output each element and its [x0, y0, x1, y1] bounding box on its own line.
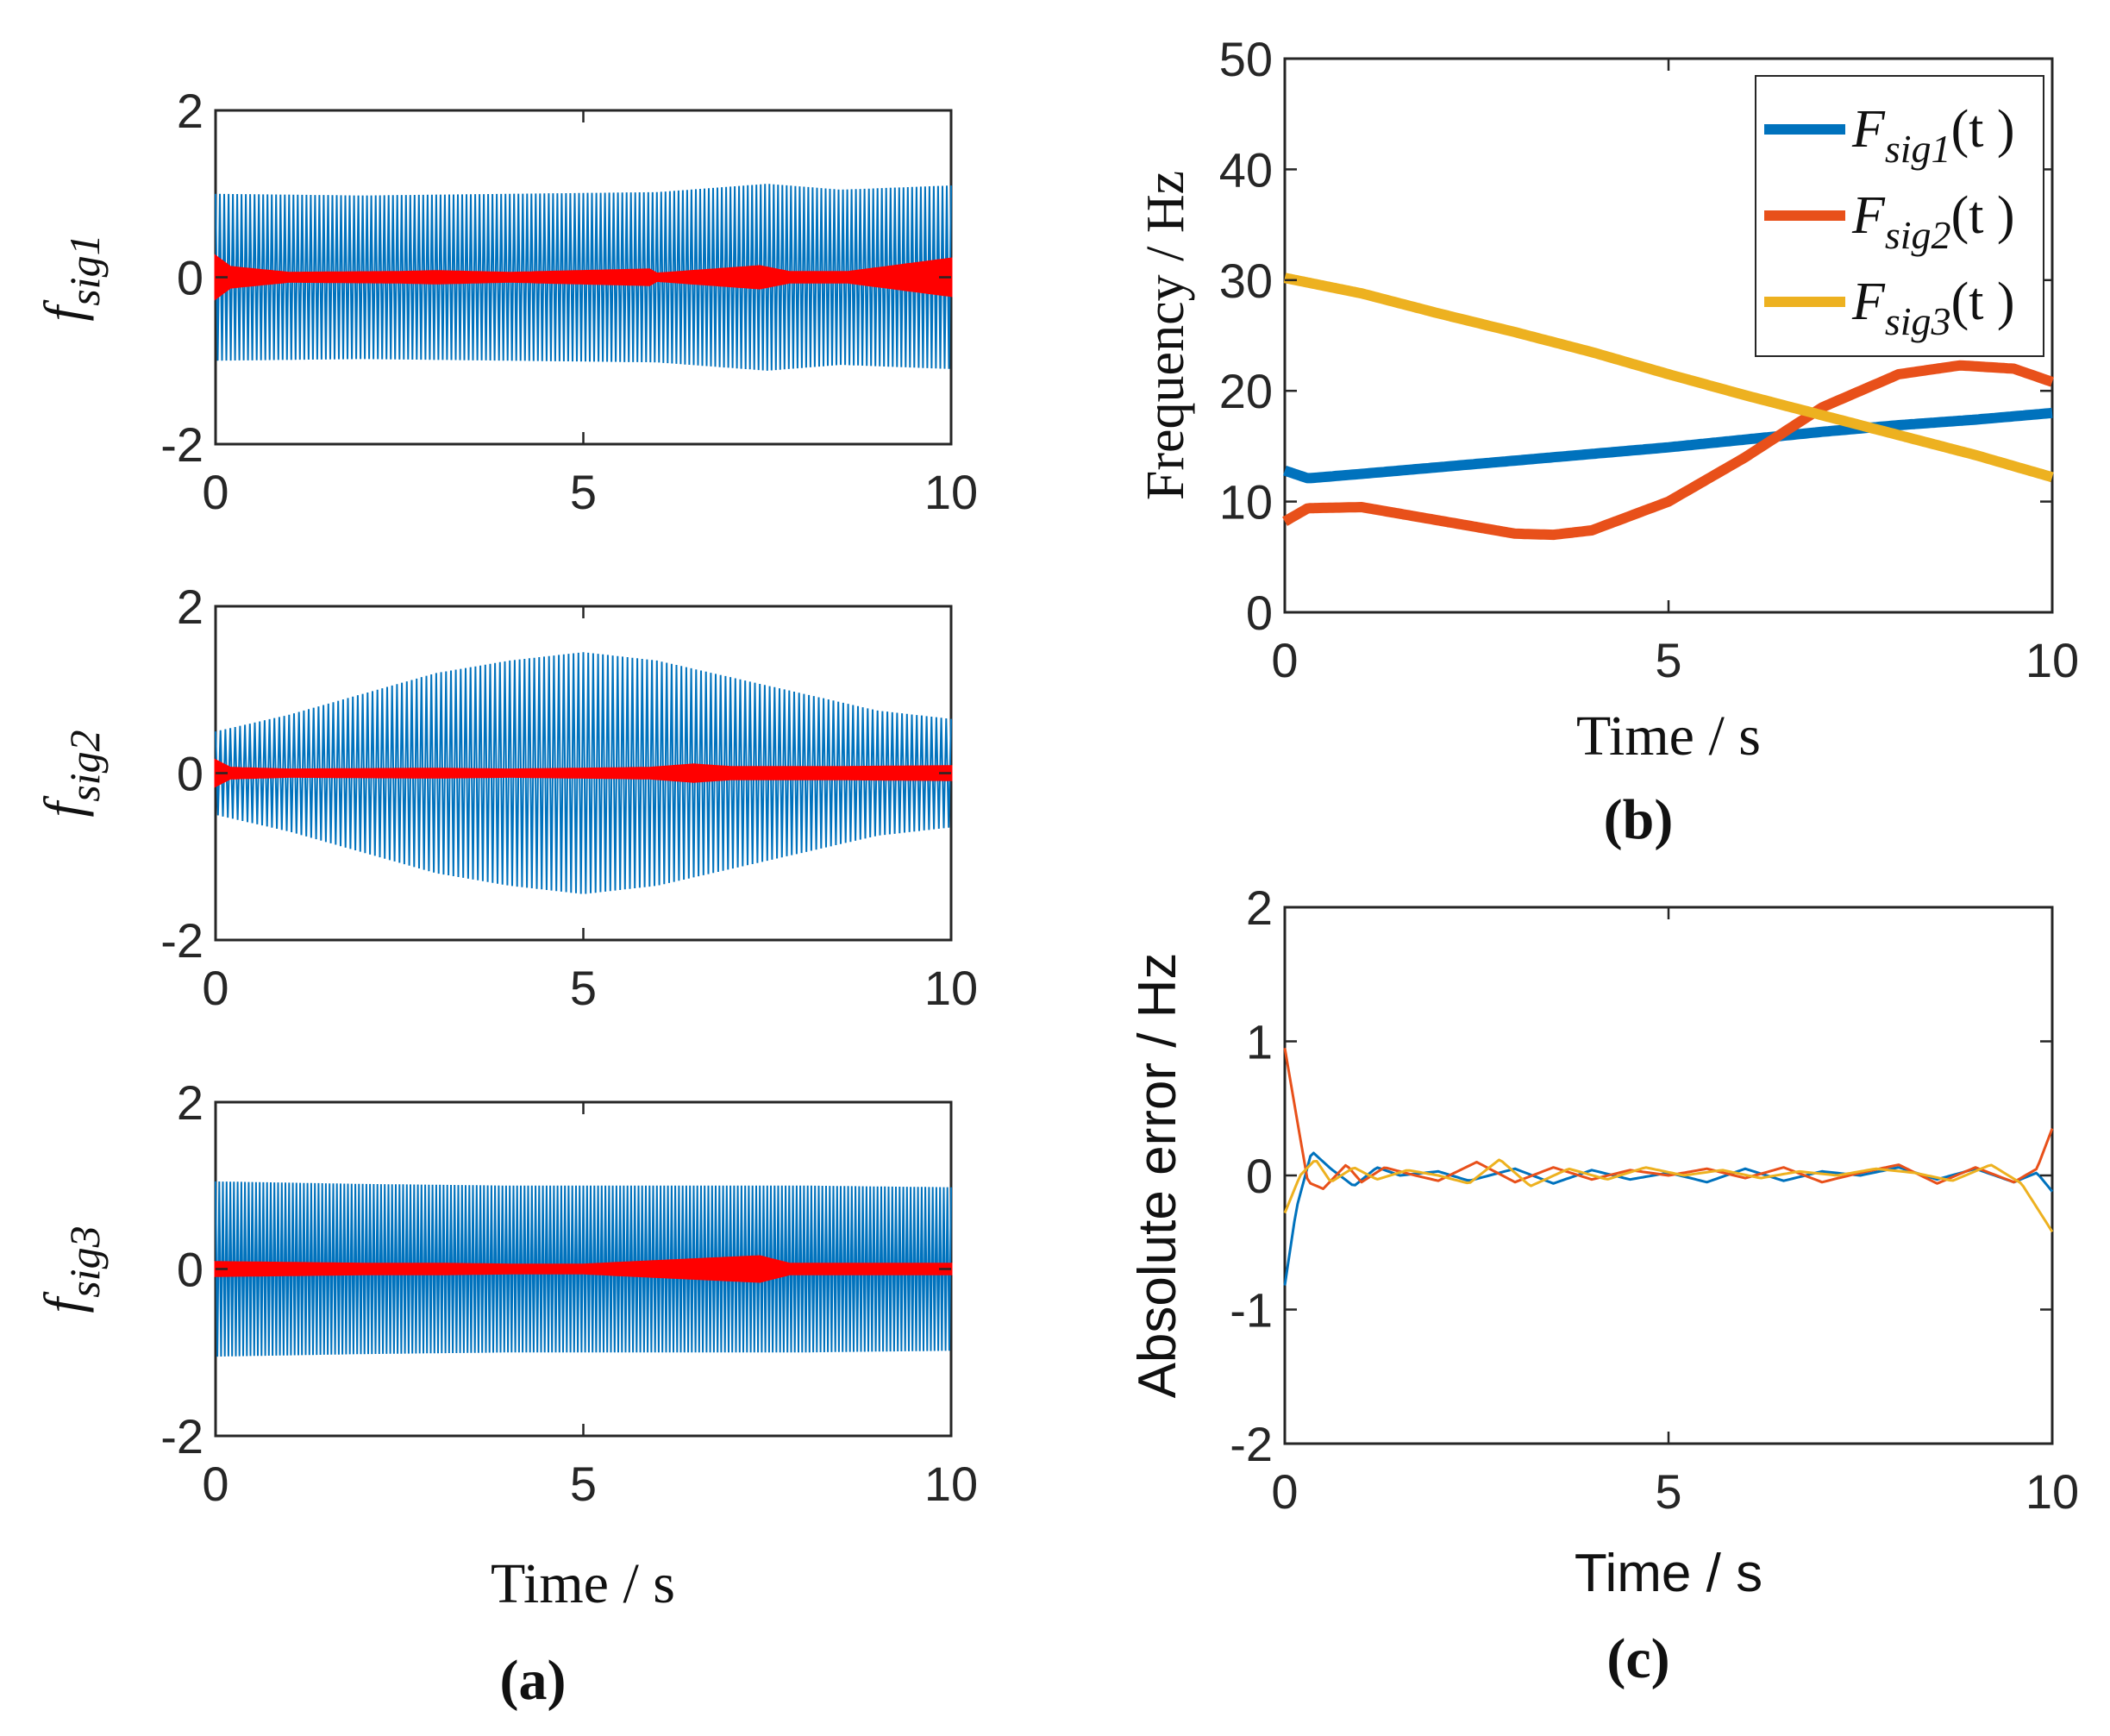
xtick-label: 0	[1271, 633, 1298, 687]
xtick-label: 0	[1271, 1464, 1298, 1519]
ytick-label: -2	[160, 1409, 203, 1463]
series-b-Fsig1	[1282, 407, 2055, 484]
xtick-label: 5	[570, 465, 597, 519]
series-a2-signal	[215, 652, 952, 894]
legend-b: Fsig1(t ) Fsig2(t ) Fsig3(t )	[1755, 75, 2044, 357]
xtick-label: 10	[924, 1457, 978, 1511]
xtick-label: 10	[924, 465, 978, 519]
xlabel-c: Time / s	[1575, 1544, 1763, 1603]
series-b-Fsig2	[1282, 360, 2055, 541]
panel-label-a: (a)	[500, 1649, 567, 1712]
xtick-label: 0	[202, 1457, 229, 1511]
ylabel-c: Absolute error / Hz	[1128, 953, 1187, 1399]
legend-label-Fsig2: Fsig2(t )	[1851, 186, 2015, 257]
ylabel-a1: fsig1	[33, 234, 109, 321]
series-a3-residual	[214, 1255, 953, 1283]
ytick-label: -2	[160, 913, 203, 968]
ytick-label: 40	[1219, 142, 1273, 197]
ylabel-b: Frequency / Hz	[1136, 171, 1195, 500]
ytick-label: 0	[177, 747, 203, 801]
series-a1-residual	[214, 254, 953, 301]
series-a1-signal	[215, 184, 952, 371]
ytick-label: 30	[1219, 254, 1273, 308]
ytick-label: 0	[177, 1243, 203, 1297]
ytick-label: 1	[1246, 1015, 1273, 1069]
ytick-label: 2	[177, 84, 203, 138]
ytick-label: -2	[160, 417, 203, 472]
legend-label-Fsig3: Fsig3(t )	[1851, 273, 2015, 343]
xtick-label: 5	[1655, 1464, 1681, 1519]
series-a3-signal	[215, 1181, 952, 1357]
xlabel-b: Time / s	[1576, 705, 1761, 768]
xtick-label: 10	[924, 961, 978, 1015]
panel-a3: 0 5 10-202 fsig3 Time / s (a)	[33, 1075, 978, 1712]
series-a2-residual	[214, 758, 953, 788]
ytick-label: 0	[1246, 1149, 1273, 1203]
ytick-label: 2	[177, 1075, 203, 1130]
series-c-sig3-error	[1283, 1158, 2054, 1233]
xlabel-a3: Time / s	[491, 1552, 675, 1615]
series-b-Fsig3	[1282, 273, 2055, 483]
panel-a2: 0 5 10-202 fsig2	[33, 580, 978, 1015]
legend-label-Fsig1: Fsig1(t )	[1851, 100, 2015, 171]
xtick-label: 0	[202, 465, 229, 519]
ylabel-a3: fsig3	[33, 1225, 109, 1313]
ylabel-a2: fsig2	[33, 730, 109, 817]
panel-c: 0 5 10 -2 -1 0 1 2 Absolute error / Hz Time / s…	[1128, 881, 2079, 1690]
ytick-label: 10	[1219, 475, 1273, 530]
xtick-label: 10	[2025, 1464, 2079, 1519]
panel-a1: 0 5 10-202 fsig1	[33, 84, 978, 519]
ytick-label: 50	[1219, 32, 1273, 86]
ytick-label: 20	[1219, 364, 1273, 418]
ytick-label: 0	[177, 251, 203, 305]
xtick-label: 5	[1655, 633, 1681, 687]
ytick-label: 0	[1246, 586, 1273, 640]
panel-label-c: (c)	[1606, 1627, 1669, 1690]
xtick-label: 5	[570, 961, 597, 1015]
xtick-label: 0	[202, 961, 229, 1015]
panel-label-b: (b)	[1604, 788, 1674, 851]
ytick-label: -1	[1230, 1283, 1273, 1338]
xtick-label: 5	[570, 1457, 597, 1511]
ytick-label: 2	[177, 580, 203, 634]
series-c-sig2-error	[1283, 1048, 2054, 1190]
ytick-label: 2	[1246, 881, 1273, 935]
xtick-label: 10	[2025, 633, 2079, 687]
ytick-label: -2	[1230, 1417, 1273, 1471]
